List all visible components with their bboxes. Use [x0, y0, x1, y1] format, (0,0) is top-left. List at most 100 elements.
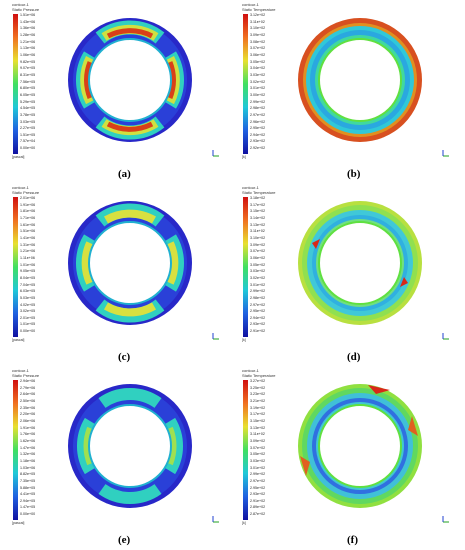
colorbar-unit: [k] [242, 155, 246, 159]
colorbar-tick-label: 2.06e+06 [20, 418, 36, 423]
colorbar-tick-label: 1.47e+06 [20, 445, 36, 450]
colorbar-tick-label: 1.21e+06 [20, 39, 36, 44]
colorbar-tick-label: 1.01e+06 [20, 262, 36, 267]
colorbar-tick-label: 1.47e+05 [20, 505, 36, 510]
colorbar-tick-label: 9.07e+05 [20, 66, 36, 71]
colorbar-tick-label: 2.97e+02 [250, 478, 266, 483]
temperature-contour-ring [298, 384, 422, 508]
colorbar-unit: [pascal] [12, 155, 25, 159]
panel-e: contour-1 Static Pressure 2.94e+06 2.79e+0… [5, 366, 225, 546]
colorbar-tick-label: 1.11e+06 [20, 255, 35, 260]
colorbar-tick-label: 2.94e+06 [20, 379, 36, 383]
colorbar-tick-label: 3.13e+02 [250, 425, 266, 430]
colorbar-tick-label: 2.94e+02 [250, 132, 266, 137]
colorbar-tick-label: 2.93e+02 [250, 322, 266, 327]
colorbar-tick-label: 1.13e+06 [20, 46, 36, 51]
panel-c: contour-1 Static Pressure 2.01e+06 1.91e+0… [5, 183, 225, 363]
axes-triad-icon [442, 333, 449, 340]
colorbar-tick-label: 2.99e+02 [250, 472, 266, 477]
colorbar-tick-label: 3.02e+02 [250, 79, 266, 84]
colorbar-tick-label: 2.35e+06 [20, 405, 36, 410]
colorbar-tick-label: 3.11e+02 [250, 432, 265, 437]
colorbar-tick-label: 8.04e+05 [20, 275, 36, 280]
colorbar [13, 380, 18, 520]
panel-d: contour-1 Static Temperature 3.18e+02 3.17… [235, 183, 455, 363]
colorbar-unit: [k] [242, 338, 246, 342]
colorbar-tick-label: 3.13e+02 [250, 222, 266, 227]
colorbar-tick-label: 3.08e+02 [250, 39, 266, 44]
colorbar-tick-label: 3.21e+02 [250, 398, 266, 403]
axes-triad-icon [212, 516, 219, 523]
colorbar-tick-label: 2.93e+02 [250, 139, 266, 144]
colorbar-tick-label: 3.07e+02 [250, 46, 266, 51]
colorbar-tick-label: 1.62e+06 [20, 438, 36, 443]
colorbar-tick-label: 9.82e+05 [20, 59, 36, 64]
colorbar-tick-label: 2.94e+02 [250, 315, 266, 320]
colorbar-tick-label: 3.10e+02 [250, 26, 266, 31]
colorbar-tick-label: 4.02e+05 [20, 302, 36, 307]
colorbar-title: contour-1 Static Pressure [12, 368, 40, 378]
colorbar-tick-label: 7.57e+04 [20, 139, 36, 144]
colorbar-tick-label: 1.76e+06 [20, 432, 36, 437]
colorbar-tick-label: 7.04e+05 [20, 282, 36, 287]
colorbar-tick-label: 2.87e+02 [250, 512, 266, 517]
panel-a: contour-1 Static Pressure 1.51e+06 1.43e+0… [5, 0, 225, 180]
colorbar-tick-label: 0.00e+00 [20, 146, 36, 151]
axes-triad-icon [442, 516, 449, 523]
colorbar [243, 14, 248, 154]
colorbar-unit: [pascal] [12, 338, 25, 342]
colorbar-tick-label: 2.01e+06 [20, 196, 36, 200]
colorbar [13, 197, 18, 337]
colorbar-tick-label: 7.56e+05 [20, 79, 36, 84]
colorbar-tick-label: 8.31e+05 [20, 72, 36, 77]
colorbar-tick-label: 3.17e+02 [250, 202, 266, 207]
colorbar-tick-label: 7.35e+05 [20, 478, 36, 483]
colorbar-unit: [k] [242, 521, 246, 525]
colorbar-tick-label: 3.15e+02 [250, 418, 266, 423]
colorbar-tick-label: 3.14e+02 [250, 215, 266, 220]
colorbar-tick-label: 2.95e+02 [250, 309, 266, 314]
colorbar-tick-label: 3.06e+02 [250, 52, 266, 57]
axes-triad-icon [212, 333, 219, 340]
colorbar-tick-label: 1.81e+06 [20, 209, 36, 214]
colorbar-tick-label: 3.01e+02 [250, 86, 266, 91]
colorbar-tick-label: 2.99e+02 [250, 99, 266, 104]
colorbar-tick-label: 1.71e+06 [20, 215, 36, 220]
colorbar-tick-label: 9.05e+05 [20, 269, 36, 274]
colorbar-tick-label: 2.98e+02 [250, 295, 266, 300]
colorbar-tick-label: 3.10e+02 [250, 235, 266, 240]
colorbar-tick-label: 1.28e+06 [20, 32, 36, 37]
axes-triad-icon [212, 150, 219, 157]
temperature-contour-ring [298, 201, 422, 325]
colorbar-tick-label: 1.43e+06 [20, 19, 36, 24]
colorbar-tick-label: 2.89e+02 [250, 505, 266, 510]
colorbar-tick-label: 2.95e+02 [250, 485, 266, 490]
colorbar-tick-label: 3.12e+02 [250, 13, 266, 17]
colorbar-tick-label: 1.31e+06 [20, 242, 36, 247]
colorbar-tick-label: 0.00e+00 [20, 329, 36, 334]
colorbar-title: contour-1 Static Pressure [12, 185, 40, 195]
colorbar-tick-label: 3.23e+02 [250, 392, 266, 397]
colorbar-tick-label: 2.99e+02 [250, 289, 266, 294]
axes-triad-icon [442, 150, 449, 157]
colorbar-unit: [pascal] [12, 521, 25, 525]
colorbar-tick-label: 0.00e+00 [20, 512, 36, 517]
colorbar-tick-label: 3.27e+02 [250, 379, 266, 383]
colorbar-tick-label: 1.03e+06 [20, 465, 36, 470]
pressure-contour-ring [68, 201, 192, 325]
colorbar-tick-label: 1.41e+06 [20, 235, 36, 240]
colorbar-tick-label: 1.21e+06 [20, 249, 36, 254]
colorbar-tick-label: 2.97e+02 [250, 112, 266, 117]
colorbar-tick-label: 3.04e+02 [250, 66, 266, 71]
colorbar-title: contour-1 Static Temperature [242, 2, 276, 12]
colorbar-tick-label: 2.79e+06 [20, 385, 36, 390]
colorbar-tick-label: 1.06e+06 [20, 52, 36, 57]
colorbar-tick-label: 3.02e+02 [250, 275, 266, 280]
colorbar-tick-label: 3.09e+02 [250, 32, 266, 37]
colorbar-tick-label: 1.51e+06 [20, 13, 36, 17]
colorbar-tick-label: 3.09e+02 [250, 438, 266, 443]
colorbar-ticks: 3.12e+02 3.11e+02 3.10e+02 3.09e+02 3.08e+02… [250, 13, 265, 153]
caption: (e) [118, 534, 131, 546]
colorbar-tick-label: 3.11e+02 [250, 229, 265, 234]
colorbar-tick-label: 1.51e+05 [20, 132, 36, 137]
